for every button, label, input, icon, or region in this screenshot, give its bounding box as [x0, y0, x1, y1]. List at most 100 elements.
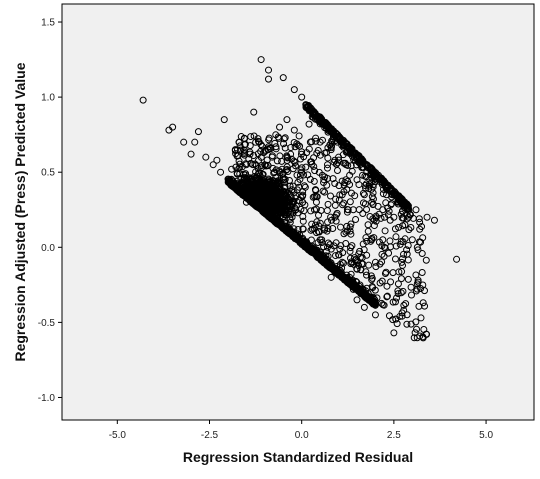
data-point	[310, 206, 318, 214]
data-point	[329, 225, 337, 233]
data-point	[242, 161, 250, 169]
data-point	[220, 116, 228, 124]
data-point	[298, 93, 306, 101]
data-point	[381, 213, 389, 221]
data-point	[318, 255, 326, 263]
data-point	[301, 183, 309, 191]
data-point	[298, 148, 306, 156]
data-point	[398, 255, 406, 263]
data-point	[383, 181, 391, 189]
data-point	[299, 225, 307, 233]
data-point	[423, 330, 431, 338]
data-point	[287, 150, 295, 158]
data-point	[320, 176, 328, 184]
data-point	[389, 316, 397, 324]
data-point	[272, 131, 280, 139]
data-point	[324, 225, 332, 233]
data-point	[309, 108, 317, 116]
data-point	[407, 291, 415, 299]
data-point	[314, 146, 322, 154]
data-point	[310, 112, 318, 120]
data-point	[327, 273, 335, 281]
x-tick-label: -5.0	[109, 430, 127, 441]
data-point	[306, 242, 314, 250]
data-point	[391, 255, 399, 263]
data-point	[361, 160, 369, 168]
data-point	[379, 301, 387, 309]
data-point	[335, 153, 343, 161]
data-point	[405, 213, 413, 221]
data-point	[233, 152, 241, 160]
data-point	[417, 314, 425, 322]
data-point	[280, 135, 288, 143]
data-point	[404, 242, 412, 249]
data-point	[362, 287, 370, 295]
data-point	[298, 168, 306, 176]
data-point	[381, 227, 389, 235]
data-point	[401, 221, 409, 229]
data-point	[404, 275, 412, 283]
y-tick-label: 1.0	[41, 93, 55, 104]
data-point	[381, 270, 389, 278]
data-point	[401, 198, 409, 206]
data-point	[307, 158, 315, 166]
data-point	[302, 243, 310, 251]
data-point	[320, 179, 328, 186]
data-point	[386, 216, 394, 224]
data-point	[253, 185, 261, 193]
data-point	[327, 213, 335, 221]
data-point	[228, 165, 236, 173]
data-point	[342, 239, 350, 247]
data-point	[405, 226, 413, 234]
data-point	[307, 226, 315, 234]
data-point	[346, 280, 354, 288]
data-point	[391, 225, 399, 233]
data-point	[348, 145, 356, 153]
data-point	[346, 198, 354, 206]
data-point	[375, 171, 382, 179]
data-point	[305, 120, 313, 128]
data-point	[376, 260, 384, 268]
data-point	[342, 228, 350, 236]
data-point	[258, 170, 266, 178]
data-point	[380, 252, 388, 260]
data-point	[322, 252, 330, 260]
data-point	[376, 279, 384, 287]
data-point	[392, 298, 399, 306]
data-point	[236, 186, 244, 194]
y-axis-title: Regression Adjusted (Press) Predicted Va…	[12, 62, 28, 361]
data-point	[226, 178, 234, 186]
data-point	[413, 280, 421, 288]
y-axis: -1.0 -0.5 0.0 0.5 1.0 1.5	[38, 18, 62, 404]
data-point	[338, 177, 346, 185]
data-point	[253, 189, 261, 197]
data-point	[324, 260, 332, 268]
data-point	[336, 260, 344, 268]
data-point	[318, 119, 326, 127]
data-point	[261, 161, 269, 169]
data-point	[313, 218, 321, 226]
data-point	[365, 261, 373, 269]
data-point	[257, 185, 265, 193]
data-point	[292, 231, 300, 239]
data-point	[281, 218, 289, 226]
data-point	[326, 141, 334, 149]
data-point	[248, 188, 256, 196]
data-point	[379, 236, 387, 244]
x-axis-title: Regression Standardized Residual	[183, 449, 413, 465]
data-point	[241, 135, 249, 143]
data-point	[338, 141, 346, 149]
data-point	[278, 205, 286, 213]
data-point	[209, 161, 217, 169]
data-point	[338, 258, 346, 266]
data-point	[344, 177, 352, 185]
data-point	[297, 205, 305, 213]
data-point	[312, 134, 320, 142]
data-point	[383, 293, 391, 301]
data-point	[397, 210, 405, 218]
y-tick-label: 0.0	[41, 243, 55, 254]
data-point	[321, 226, 329, 234]
data-point	[360, 163, 368, 171]
data-point	[265, 66, 272, 74]
data-point	[247, 198, 255, 206]
